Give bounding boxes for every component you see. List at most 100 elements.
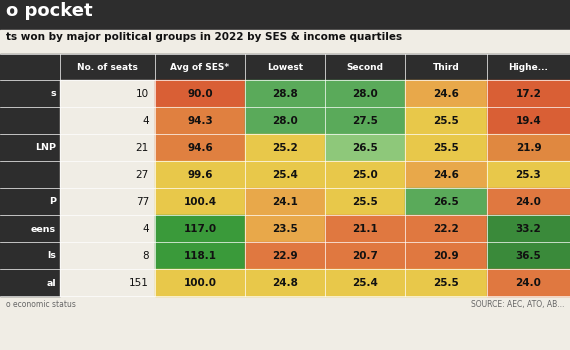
Text: eens: eens xyxy=(31,224,56,233)
Text: Highe...: Highe... xyxy=(508,63,548,72)
Text: 118.1: 118.1 xyxy=(184,251,217,261)
Text: SOURCE: AEC, ATO, AB...: SOURCE: AEC, ATO, AB... xyxy=(471,300,564,309)
Text: 26.5: 26.5 xyxy=(352,143,378,153)
Text: 24.0: 24.0 xyxy=(515,278,541,288)
Bar xyxy=(245,242,325,269)
Bar xyxy=(325,107,405,134)
Bar xyxy=(405,80,487,107)
Text: 24.8: 24.8 xyxy=(272,278,298,288)
Bar xyxy=(0,134,60,161)
Text: 25.4: 25.4 xyxy=(272,170,298,180)
Bar xyxy=(487,269,570,296)
Bar xyxy=(405,242,487,269)
Text: 25.5: 25.5 xyxy=(433,116,459,126)
Text: P: P xyxy=(49,197,56,206)
Text: 24.0: 24.0 xyxy=(515,197,541,207)
Bar xyxy=(405,161,487,188)
Text: 19.4: 19.4 xyxy=(516,116,542,126)
Bar xyxy=(325,215,405,242)
Text: 27.5: 27.5 xyxy=(352,116,378,126)
Bar xyxy=(405,134,487,161)
Text: 4: 4 xyxy=(142,116,149,126)
Text: 25.5: 25.5 xyxy=(433,143,459,153)
Text: 25.2: 25.2 xyxy=(272,143,298,153)
Text: 117.0: 117.0 xyxy=(184,224,217,234)
Bar xyxy=(0,54,60,80)
Text: 22.2: 22.2 xyxy=(433,224,459,234)
Text: 4: 4 xyxy=(142,224,149,234)
Bar xyxy=(60,80,155,107)
Bar xyxy=(245,215,325,242)
Bar xyxy=(405,269,487,296)
Text: o pocket: o pocket xyxy=(6,2,92,20)
Text: 28.0: 28.0 xyxy=(352,89,378,99)
Text: Avg of SES*: Avg of SES* xyxy=(170,63,230,72)
Text: 94.3: 94.3 xyxy=(187,116,213,126)
Bar xyxy=(487,54,570,80)
Text: 94.6: 94.6 xyxy=(187,143,213,153)
Bar xyxy=(405,54,487,80)
Bar xyxy=(155,242,245,269)
Text: Third: Third xyxy=(433,63,459,72)
Bar xyxy=(487,161,570,188)
Text: 100.0: 100.0 xyxy=(184,278,217,288)
Bar xyxy=(155,107,245,134)
Text: 25.0: 25.0 xyxy=(352,170,378,180)
Bar xyxy=(0,269,60,296)
Text: s: s xyxy=(50,90,56,98)
Bar xyxy=(60,107,155,134)
Bar xyxy=(325,134,405,161)
Text: Lowest: Lowest xyxy=(267,63,303,72)
Bar xyxy=(245,54,325,80)
Text: 25.4: 25.4 xyxy=(352,278,378,288)
Bar xyxy=(155,161,245,188)
Bar xyxy=(245,161,325,188)
Bar xyxy=(0,161,60,188)
Text: 21: 21 xyxy=(136,143,149,153)
Bar xyxy=(405,107,487,134)
Text: 25.5: 25.5 xyxy=(433,278,459,288)
Text: al: al xyxy=(46,279,56,287)
Bar xyxy=(487,188,570,215)
Bar xyxy=(0,107,60,134)
Text: 25.3: 25.3 xyxy=(516,170,542,180)
Text: 26.5: 26.5 xyxy=(433,197,459,207)
Bar xyxy=(0,188,60,215)
Text: LNP: LNP xyxy=(35,144,56,153)
Bar xyxy=(60,269,155,296)
Text: ls: ls xyxy=(47,252,56,260)
Text: 99.6: 99.6 xyxy=(188,170,213,180)
Bar xyxy=(325,188,405,215)
Text: 24.6: 24.6 xyxy=(433,170,459,180)
Text: 100.4: 100.4 xyxy=(184,197,217,207)
Bar xyxy=(60,134,155,161)
Text: 24.1: 24.1 xyxy=(272,197,298,207)
Bar xyxy=(245,269,325,296)
Bar xyxy=(60,54,155,80)
Bar xyxy=(155,54,245,80)
Text: 21.1: 21.1 xyxy=(352,224,378,234)
Text: 33.2: 33.2 xyxy=(516,224,542,234)
Bar xyxy=(0,296,570,350)
Text: 77: 77 xyxy=(136,197,149,207)
Bar xyxy=(60,161,155,188)
Text: 20.7: 20.7 xyxy=(352,251,378,261)
Bar xyxy=(60,242,155,269)
Bar xyxy=(325,242,405,269)
Bar xyxy=(245,134,325,161)
Bar xyxy=(245,80,325,107)
Text: 8: 8 xyxy=(142,251,149,261)
Text: 21.9: 21.9 xyxy=(516,143,542,153)
Bar xyxy=(325,269,405,296)
Bar xyxy=(0,215,60,242)
Text: 10: 10 xyxy=(136,89,149,99)
Bar xyxy=(487,80,570,107)
Bar xyxy=(325,54,405,80)
Bar xyxy=(487,134,570,161)
Bar xyxy=(325,161,405,188)
Text: 24.6: 24.6 xyxy=(433,89,459,99)
Bar xyxy=(405,188,487,215)
Bar xyxy=(487,242,570,269)
Bar xyxy=(0,0,570,30)
Text: 27: 27 xyxy=(136,170,149,180)
